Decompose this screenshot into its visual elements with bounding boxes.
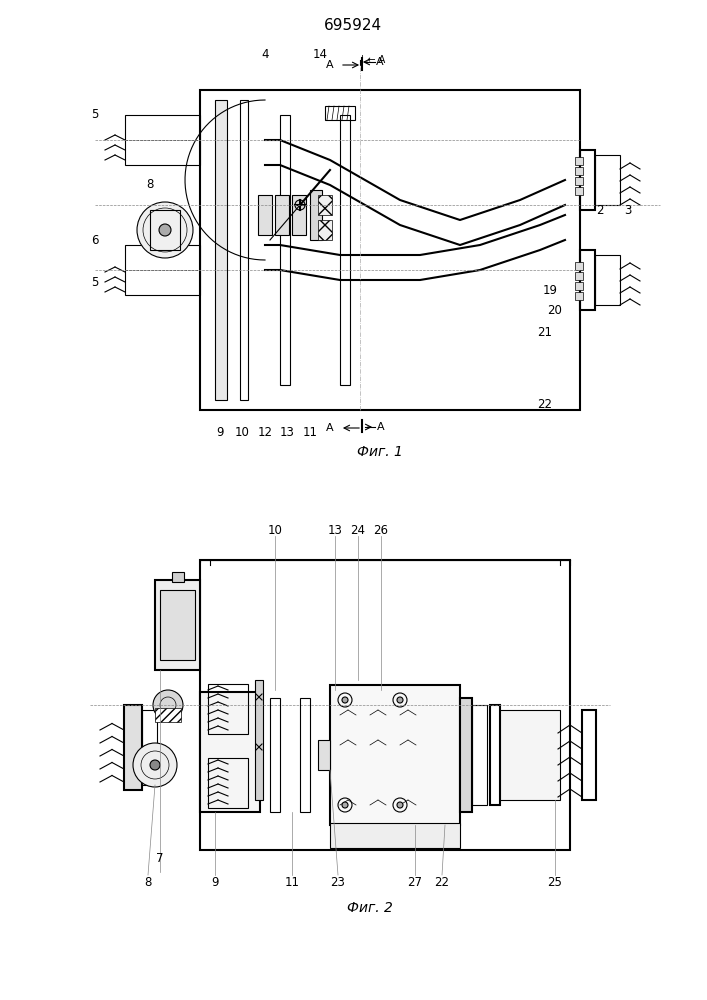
Bar [340, 115, 350, 385]
Bar [318, 740, 330, 770]
Text: 3: 3 [624, 204, 631, 217]
Bar [575, 187, 583, 195]
Text: A: A [376, 57, 384, 67]
Text: 10: 10 [235, 426, 250, 438]
Bar [300, 698, 310, 812]
Bar [580, 250, 595, 310]
Text: 7: 7 [156, 852, 164, 864]
Bar [240, 100, 248, 400]
Circle shape [342, 697, 348, 703]
Text: A: A [378, 422, 385, 432]
Bar [155, 580, 200, 670]
Bar [575, 177, 583, 185]
Bar [215, 100, 227, 400]
Bar [200, 90, 580, 410]
Bar [318, 220, 332, 240]
Bar [208, 684, 248, 734]
Text: 24: 24 [351, 524, 366, 536]
Ellipse shape [345, 780, 405, 810]
Text: 6: 6 [91, 233, 99, 246]
Bar [125, 115, 200, 165]
Bar [270, 698, 280, 812]
Bar [142, 710, 157, 785]
Text: 5: 5 [91, 275, 99, 288]
Circle shape [342, 802, 348, 808]
Text: 23: 23 [331, 876, 346, 888]
Bar [575, 282, 583, 290]
Bar [330, 823, 460, 848]
Bar [150, 210, 180, 250]
Text: 25: 25 [547, 876, 563, 888]
Bar [575, 272, 583, 280]
Text: 19: 19 [542, 284, 558, 296]
Bar [172, 572, 184, 582]
Text: 9: 9 [211, 876, 218, 888]
Bar [275, 195, 289, 235]
Bar [125, 245, 200, 295]
Bar [330, 685, 460, 825]
Text: 11: 11 [303, 426, 317, 438]
Text: 20: 20 [547, 304, 563, 316]
Bar [318, 195, 332, 215]
Text: Фиг. 2: Фиг. 2 [347, 901, 393, 915]
Circle shape [159, 224, 171, 236]
Text: | ← A: | ← A [361, 55, 385, 65]
Bar [575, 157, 583, 165]
Text: A: A [326, 423, 334, 433]
Bar [575, 262, 583, 270]
Bar [460, 698, 472, 812]
Text: 26: 26 [373, 524, 389, 536]
Text: 5: 5 [91, 108, 99, 121]
Bar [310, 190, 322, 240]
Circle shape [150, 760, 160, 770]
Circle shape [133, 743, 177, 787]
Text: 11: 11 [284, 876, 300, 888]
Ellipse shape [345, 725, 405, 755]
Bar [580, 150, 595, 210]
Bar [292, 195, 306, 235]
Bar [124, 705, 142, 790]
Bar [200, 692, 260, 812]
Text: 8: 8 [144, 876, 152, 888]
Text: 22: 22 [537, 398, 552, 412]
Text: 2: 2 [596, 204, 604, 217]
Bar [575, 167, 583, 175]
Bar [258, 195, 272, 235]
Text: 8: 8 [146, 178, 153, 192]
Text: 13: 13 [279, 426, 294, 438]
Bar [472, 705, 487, 805]
Bar [500, 710, 560, 800]
Bar [595, 255, 620, 305]
Bar [160, 590, 195, 660]
Bar [582, 710, 596, 800]
Text: 12: 12 [257, 426, 272, 438]
Bar [490, 705, 500, 805]
Text: Фиг. 1: Фиг. 1 [357, 445, 403, 459]
Text: A: A [326, 60, 334, 70]
Circle shape [397, 802, 403, 808]
Bar [595, 155, 620, 205]
Text: 10: 10 [267, 524, 282, 536]
Circle shape [153, 690, 183, 720]
Text: 22: 22 [435, 876, 450, 888]
Ellipse shape [345, 702, 405, 722]
Bar [208, 758, 248, 808]
Bar [575, 292, 583, 300]
Text: 695924: 695924 [324, 17, 382, 32]
Text: 9: 9 [216, 426, 223, 438]
Text: 4: 4 [262, 48, 269, 62]
Bar [325, 106, 355, 120]
Text: 21: 21 [537, 326, 552, 338]
Bar [280, 115, 290, 385]
Text: 13: 13 [327, 524, 342, 536]
Circle shape [137, 202, 193, 258]
Bar [200, 560, 570, 850]
Text: 14: 14 [312, 48, 327, 62]
Bar [255, 680, 263, 800]
Bar [155, 708, 181, 722]
Circle shape [397, 697, 403, 703]
Text: 27: 27 [407, 876, 423, 888]
